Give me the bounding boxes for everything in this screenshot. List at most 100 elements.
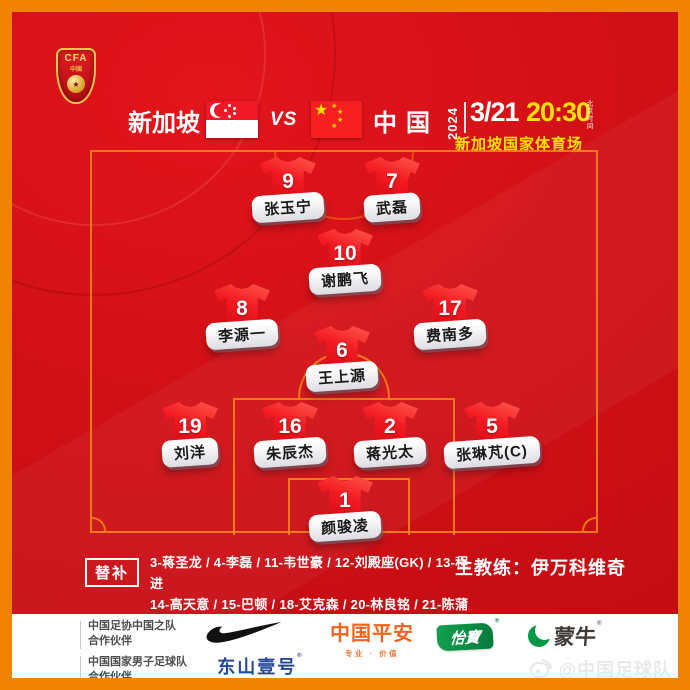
player-slot: 17 费南多 (385, 284, 515, 351)
partner-label-divider (80, 621, 81, 649)
mengniu-crescent-icon (528, 621, 554, 647)
mengniu-logo-text: 蒙牛 (553, 626, 597, 649)
substitutes-line: 3-蒋圣龙 / 4-李磊 / 11-韦世豪 / 12-刘殿座(GK) / 13-… (150, 555, 469, 591)
pingan-logo-text: 中国平安 (330, 623, 414, 645)
goal-box (288, 478, 410, 535)
cfa-crest-text: CFA (64, 53, 88, 64)
player-slot: 6 王上源 (277, 326, 407, 393)
vs-label: VS (270, 109, 298, 130)
timezone-label: 北京时间 (585, 100, 592, 130)
jersey-number: 16 (278, 415, 302, 438)
big-star-icon: ★ (314, 102, 329, 119)
small-star-icon: ★ (331, 123, 338, 130)
registered-mark: ® (297, 653, 304, 659)
player-name: 颜骏凌 (320, 517, 370, 538)
player-name-plate: 李源一 (205, 318, 279, 351)
player-name-plate: 武磊 (363, 192, 421, 223)
jersey-number: 1 (339, 489, 351, 512)
weibo-icon (530, 659, 554, 678)
player-slot: 2 蒋光太 (325, 402, 455, 469)
player-name-plate: 张琳芃(C) (443, 435, 541, 470)
player-name: 谢鹏飞 (320, 270, 370, 291)
venue-name: 新加坡国家体育场 (455, 136, 584, 153)
substitutes-label-box: 替补 (85, 558, 140, 587)
player-name-plate: 颜骏凌 (308, 510, 382, 543)
player-slot: 9 张玉宁 (223, 157, 353, 224)
partner-label-2: 中国国家男子足球队 合作伙伴 (88, 655, 187, 683)
player-name: 王上源 (317, 367, 367, 388)
corner-arc-right (582, 517, 596, 531)
partner-label-text: 中国国家男子足球队 (88, 656, 187, 668)
jersey-number: 2 (384, 415, 396, 438)
player-slot: 16 朱辰杰 (225, 402, 355, 469)
player-name: 朱辰杰 (265, 443, 315, 464)
cfa-crest: CFA 中国 ★ (56, 48, 96, 104)
yibao-logo: 怡寶 ® (436, 618, 499, 652)
nike-logo-icon (206, 622, 282, 643)
jersey-number: 9 (282, 170, 294, 193)
partner-label-text: 中国足协中国之队 (88, 620, 176, 632)
footer-sponsor-bar: 中国足协中国之队 合作伙伴 中国平安 专业 · 价值 怡寶 ® 蒙牛 ® 中国国… (12, 614, 678, 678)
player-slot: 8 李源一 (177, 284, 307, 351)
match-time: 20:30 (526, 97, 591, 127)
match-date: 3/21 (470, 97, 520, 127)
mengniu-logo: 蒙牛 ® (528, 621, 601, 651)
player-name-plate: 谢鹏飞 (308, 263, 382, 296)
star-dot (233, 112, 236, 115)
player-name-plate: 刘洋 (161, 437, 219, 468)
weibo-handle: @中国足球队 (558, 660, 672, 680)
small-star-icon: ★ (337, 117, 344, 124)
player-slot: 10 谢鹏飞 (280, 229, 410, 296)
jersey-number: 17 (438, 297, 462, 320)
player-name-plate: 蒋光太 (353, 436, 427, 469)
singapore-flag-icon (206, 101, 258, 138)
player-name: 蒋光太 (365, 443, 415, 464)
star-dot (224, 109, 227, 112)
player-name: 费南多 (425, 325, 475, 346)
pingan-logo: 中国平安 专业 · 价值 (308, 617, 436, 659)
crescent-mask (214, 104, 227, 117)
cfa-crest-emblem-icon: ★ (67, 75, 85, 93)
dongshan-logo: 东山壹号® DONG SHAN YI HAO (205, 653, 316, 686)
star-dot (228, 115, 231, 118)
small-star-icon: ★ (337, 109, 344, 116)
player-slot: 5 张琳芃(C) (427, 402, 557, 470)
jersey-number: 8 (236, 297, 248, 320)
datetime-divider (464, 102, 466, 133)
player-name-plate: 张玉宁 (251, 191, 325, 224)
player-slot: 7 武磊 (327, 157, 457, 223)
away-team-name: 中国 (373, 110, 439, 137)
singapore-flag-top (206, 101, 258, 120)
player-slot: 19 刘洋 (125, 402, 255, 468)
head-coach-line: 主教练：伊万科维奇 (455, 558, 626, 578)
player-name: 李源一 (217, 325, 267, 346)
dongshan-logo-text: 东山壹号® (217, 653, 304, 677)
player-name: 刘洋 (173, 443, 207, 464)
star-dot (233, 107, 236, 110)
player-name: 武磊 (375, 198, 409, 219)
yibao-logo-text: 怡寶 (449, 628, 481, 648)
player-slot: 1 颜骏凌 (280, 476, 410, 543)
corner-arc-left (92, 517, 106, 531)
pingan-tagline: 专业 · 价值 (344, 649, 400, 658)
registered-mark: ® (494, 618, 500, 625)
home-team-name: 新加坡 (128, 110, 200, 137)
small-star-icon: ★ (331, 103, 338, 110)
partner-label-text: 合作伙伴 (88, 634, 132, 647)
partner-label-text: 合作伙伴 (88, 670, 132, 683)
jersey-number: 19 (178, 415, 202, 438)
jersey-number: 7 (386, 170, 398, 193)
player-name-plate: 朱辰杰 (253, 436, 327, 469)
dongshan-tagline: DONG SHAN YI HAO (205, 680, 316, 686)
player-name-plate: 王上源 (305, 360, 379, 393)
star-dot (228, 104, 231, 107)
partner-label-divider (80, 656, 81, 678)
cfa-crest-subtext: 中国 (69, 67, 82, 73)
china-flag-icon: ★ ★ ★ ★ ★ (311, 101, 362, 138)
player-name: 张玉宁 (263, 198, 313, 219)
partner-label-1: 中国足协中国之队 合作伙伴 (88, 619, 176, 648)
jersey-number: 6 (336, 339, 348, 362)
player-name-plate: 费南多 (413, 318, 487, 351)
player-name: 张琳芃(C) (455, 442, 529, 465)
